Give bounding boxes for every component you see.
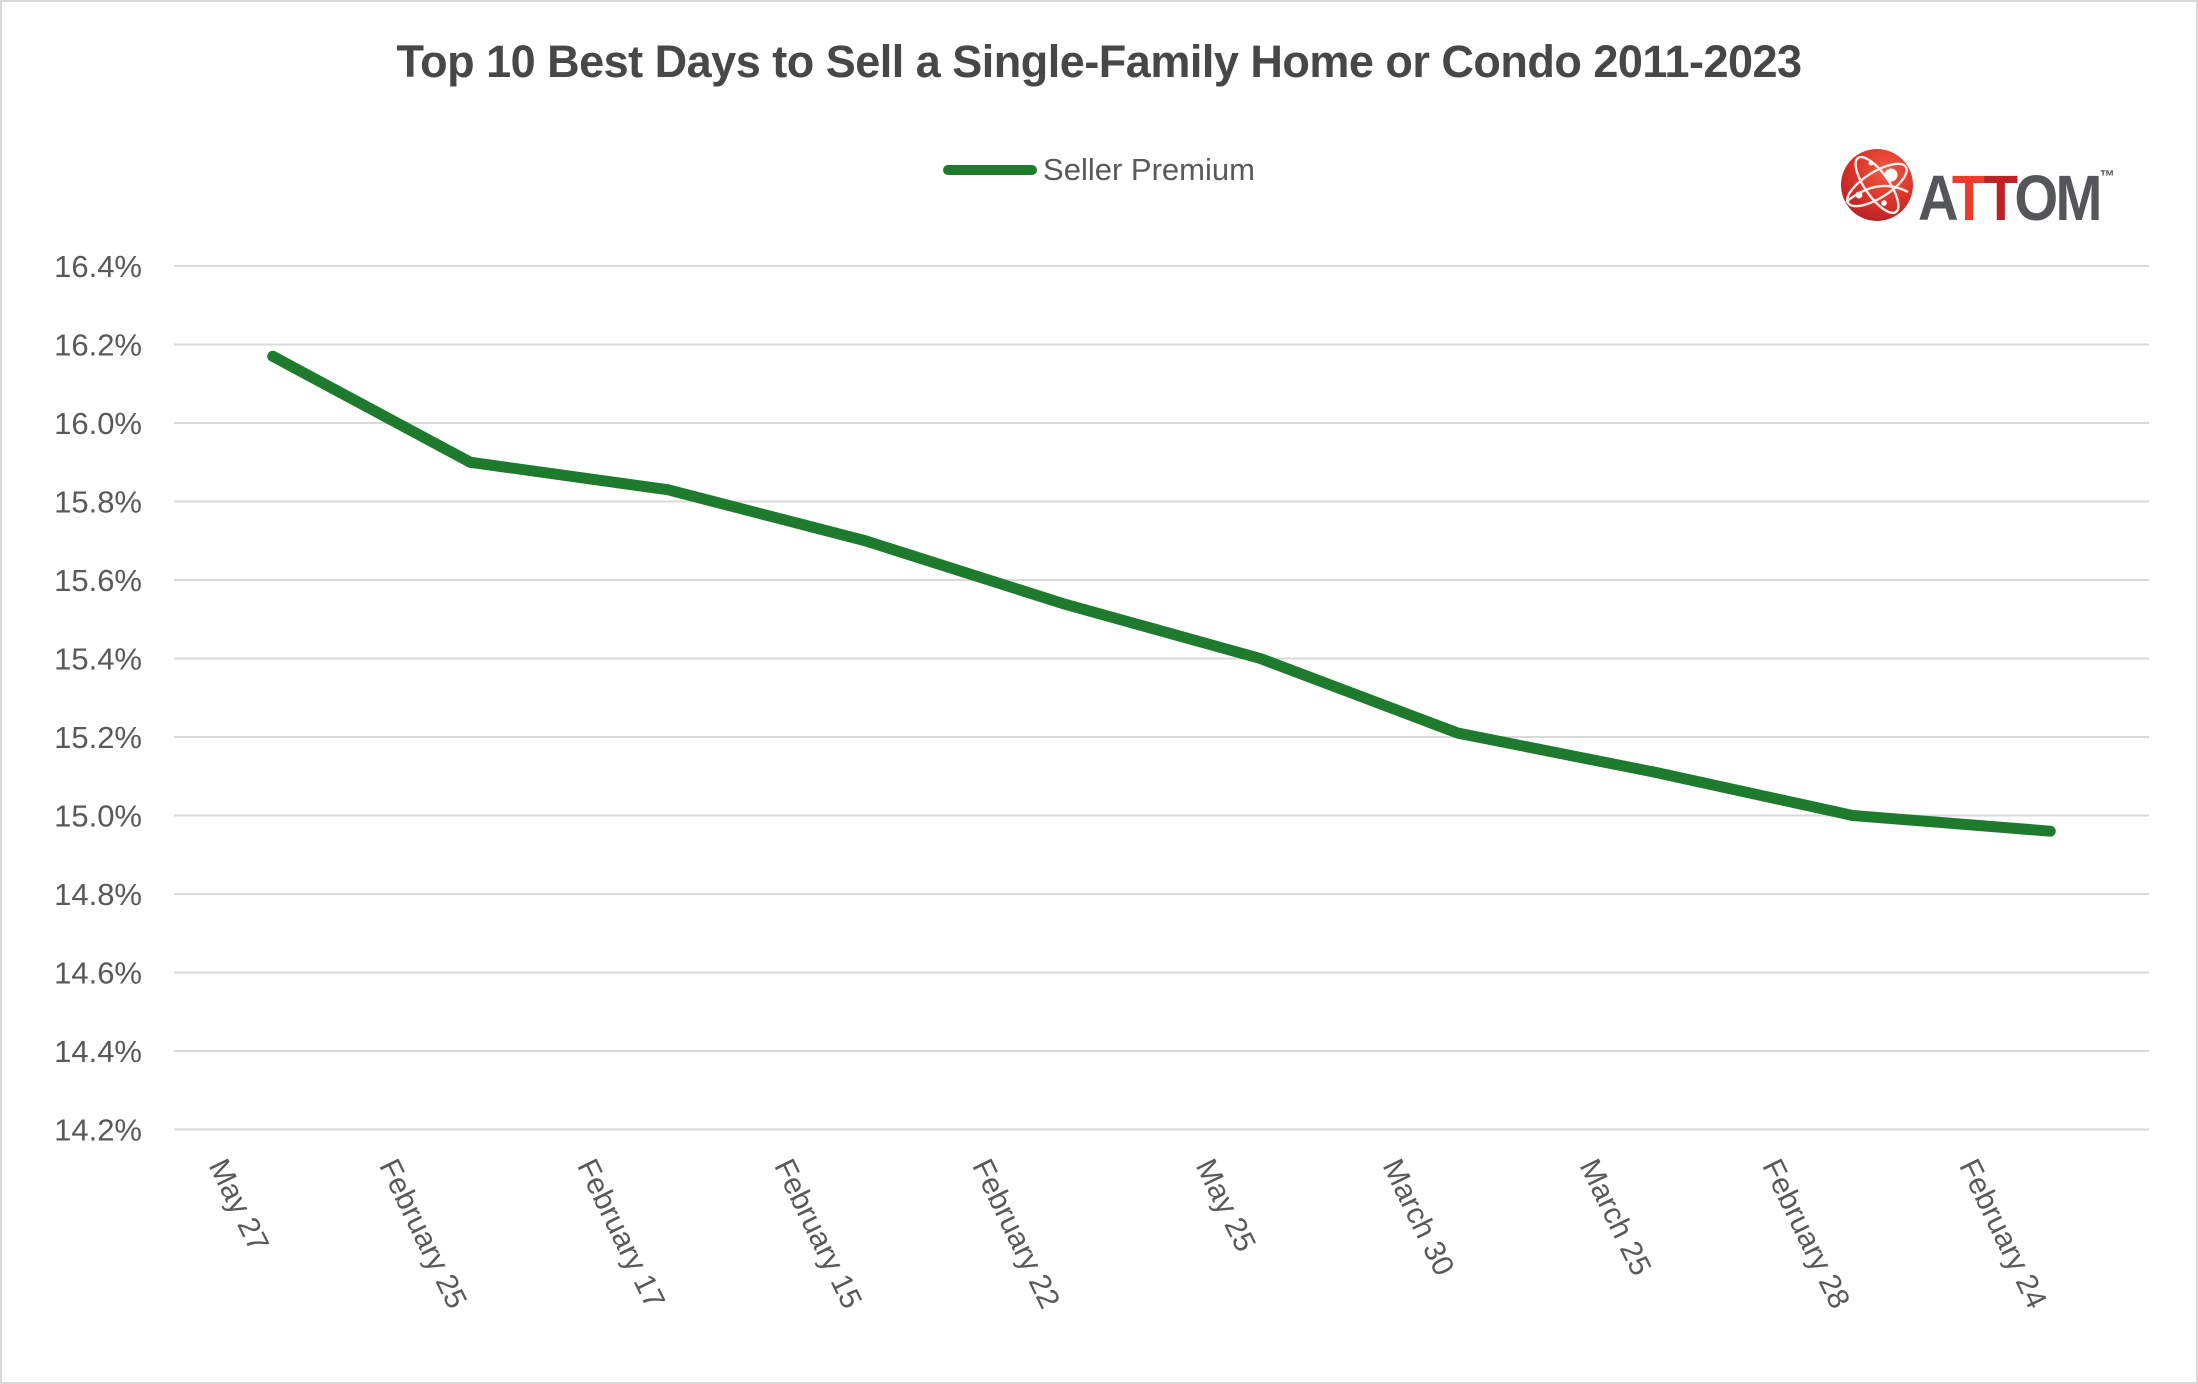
y-tick-label: 14.4% [54, 1034, 142, 1069]
y-tick-label: 16.2% [54, 328, 142, 363]
y-tick-label: 16.4% [54, 249, 142, 284]
y-tick-label: 15.0% [54, 799, 142, 834]
legend-label: Seller Premium [1043, 152, 1255, 187]
attom-letter: T [1984, 162, 2017, 234]
chart-title: Top 10 Best Days to Sell a Single-Family… [396, 36, 1802, 87]
y-tick-label: 14.8% [54, 877, 142, 912]
y-tick-label: 14.6% [54, 956, 142, 991]
attom-letter: M [2055, 162, 2103, 234]
y-tick-label: 15.8% [54, 485, 142, 520]
attom-globe-icon [1838, 146, 1916, 229]
y-tick-label: 15.2% [54, 720, 142, 755]
trademark-symbol: ™ [2100, 167, 2116, 186]
seller-premium-line [267, 350, 2056, 837]
attom-logo: ATTOM™ [1838, 138, 2142, 237]
attom-letter: T [1952, 162, 1986, 234]
legend-line-swatch [943, 165, 1038, 175]
attom-letter: O [2014, 162, 2059, 234]
attom-wordmark: ATTOM™ [1918, 138, 2115, 237]
y-tick-label: 15.6% [54, 563, 142, 598]
y-tick-label: 15.4% [54, 642, 142, 677]
attom-letter: A [1918, 162, 1955, 234]
y-tick-label: 16.0% [54, 406, 142, 441]
legend: Seller Premium [2, 152, 2196, 188]
y-tick-label: 14.2% [54, 1113, 142, 1148]
